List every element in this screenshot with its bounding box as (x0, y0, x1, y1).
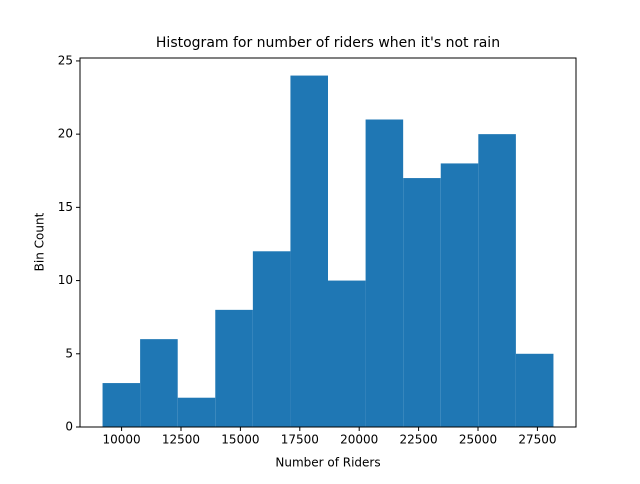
y-tick-label: 15 (58, 200, 73, 214)
bar (328, 280, 366, 427)
bar (290, 75, 328, 428)
x-tick-label: 10000 (102, 433, 140, 447)
bar (215, 309, 253, 427)
bar (177, 397, 216, 427)
x-tick-label: 12500 (162, 433, 200, 447)
bar (403, 178, 441, 427)
x-tick-label: 17500 (281, 433, 319, 447)
y-tick-label: 25 (58, 53, 73, 67)
x-axis-label: Number of Riders (275, 456, 380, 470)
x-tick-label: 20000 (340, 433, 378, 447)
bar (478, 134, 516, 427)
y-tick-label: 20 (58, 127, 73, 141)
bar (102, 383, 141, 427)
bar (440, 163, 479, 427)
plot-frame (79, 57, 577, 428)
chart-title: Histogram for number of riders when it's… (156, 35, 500, 51)
bar (140, 339, 178, 427)
y-tick-label: 10 (58, 273, 73, 287)
bar (515, 353, 554, 427)
bar (365, 119, 404, 427)
x-tick-label: 15000 (221, 433, 259, 447)
x-tick-label: 22500 (400, 433, 438, 447)
y-axis-label: Bin Count (33, 212, 47, 271)
y-tick-label: 0 (65, 420, 73, 434)
x-tick-label: 27500 (518, 433, 556, 447)
x-tick-label: 25000 (459, 433, 497, 447)
y-tick-label: 5 (65, 346, 73, 360)
bar (252, 251, 291, 427)
